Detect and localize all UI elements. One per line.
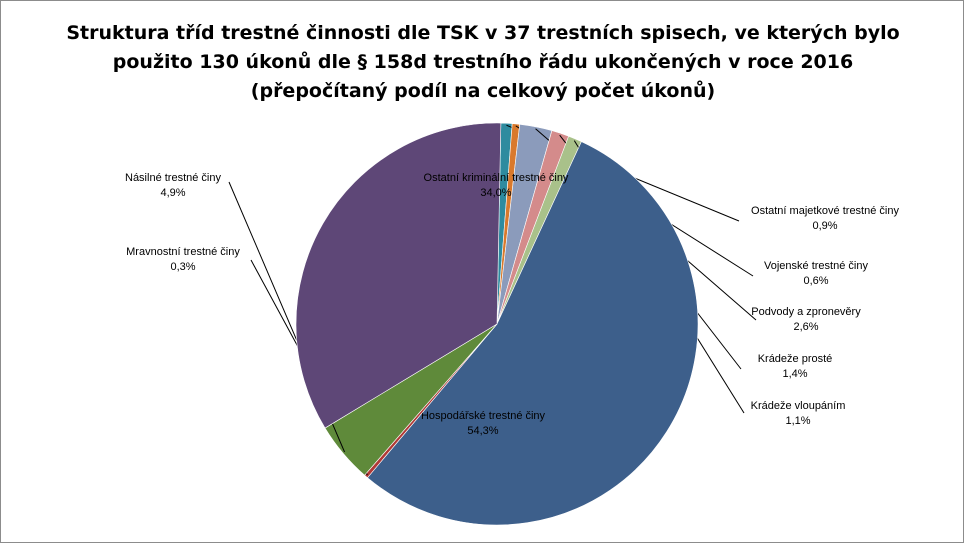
slice-value-label: 0,3% xyxy=(170,261,195,273)
slice-value-label: 4,9% xyxy=(160,187,185,199)
slice-label: Vojenské trestné činy xyxy=(764,260,868,272)
chart-title-line: (přepočítaný podíl na celkový počet úkon… xyxy=(250,80,716,102)
slice-value-label: 1,1% xyxy=(785,415,810,427)
chart-title-line: Struktura tříd trestné činnosti dle TSK … xyxy=(66,22,900,44)
slice-label: Krádeže vloupáním xyxy=(751,400,846,412)
pie-slice xyxy=(295,122,502,429)
pie-slice xyxy=(367,141,699,526)
slice-value-label: 1,4% xyxy=(782,368,807,380)
chart-title-line: použito 130 úkonů dle § 158d trestního ř… xyxy=(112,51,854,73)
slice-label: Podvody a zpronevěry xyxy=(751,306,861,318)
slice-value-label: 0,6% xyxy=(803,275,828,287)
slice-label: Ostatní kriminální trestné činy xyxy=(424,172,569,184)
slice-value-label: 54,3% xyxy=(467,425,498,437)
slice-label: Krádeže prosté xyxy=(758,353,833,365)
slice-label: Ostatní majetkové trestné činy xyxy=(751,205,899,217)
chart-title: Struktura tříd trestné činnosti dle TSK … xyxy=(61,19,905,106)
slice-label: Násilné trestné činy xyxy=(125,172,221,184)
slice-value-label: 2,6% xyxy=(793,321,818,333)
slice-label: Hospodářské trestné činy xyxy=(421,410,546,422)
slice-value-label: 34,0% xyxy=(480,187,511,199)
slice-label: Mravnostní trestné činy xyxy=(126,246,240,258)
slice-value-label: 0,9% xyxy=(812,220,837,232)
